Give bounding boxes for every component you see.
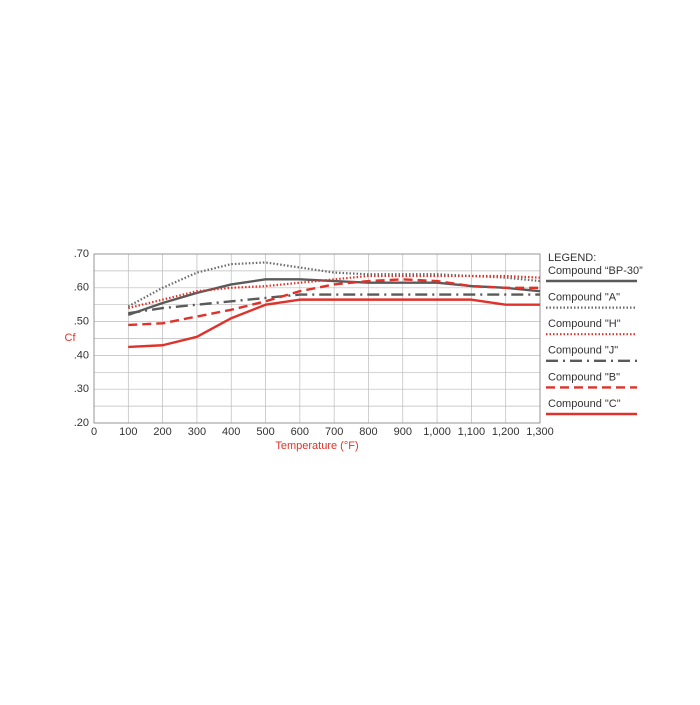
x-tick-label: 1,300: [526, 426, 554, 438]
legend-label: Compound "J": [548, 345, 618, 357]
series-line: [128, 293, 540, 315]
plot-frame: [93, 253, 541, 424]
y-tick-label: .70: [74, 248, 89, 260]
x-tick-label: 800: [359, 426, 377, 438]
y-tick-label: .20: [74, 417, 89, 429]
series-line: [127, 278, 541, 316]
x-tick-label: 1,200: [492, 426, 520, 438]
x-tick-label: 0: [91, 426, 97, 438]
y-tick-label: .40: [74, 349, 89, 361]
series-line: [128, 298, 540, 349]
x-tick-label: 1,000: [423, 426, 451, 438]
x-tick-label: 400: [222, 426, 240, 438]
x-tick-label: 1,100: [458, 426, 486, 438]
legend-label: Compound “BP-30”: [548, 265, 643, 277]
legend-label: Compound "C": [548, 398, 621, 410]
x-axis-title: Temperature (°F): [275, 440, 358, 452]
x-tick-label: 700: [325, 426, 343, 438]
y-tick-label: .60: [74, 282, 89, 294]
x-tick-label: 300: [188, 426, 206, 438]
series-line: [128, 274, 541, 310]
legend-title: LEGEND:: [548, 252, 596, 264]
x-tick-label: 500: [256, 426, 274, 438]
legend-label: Compound "A": [548, 292, 620, 304]
y-axis-title: Cf: [65, 332, 77, 344]
x-tick-label: 600: [291, 426, 309, 438]
legend-label: Compound "B": [548, 371, 620, 383]
x-tick-label: 200: [153, 426, 171, 438]
y-tick-label: .30: [74, 383, 89, 395]
legend-label: Compound "H": [548, 318, 621, 330]
series-line: [128, 278, 540, 327]
x-tick-label: 900: [394, 426, 412, 438]
x-tick-label: 100: [119, 426, 137, 438]
y-tick-label: .50: [74, 316, 89, 328]
